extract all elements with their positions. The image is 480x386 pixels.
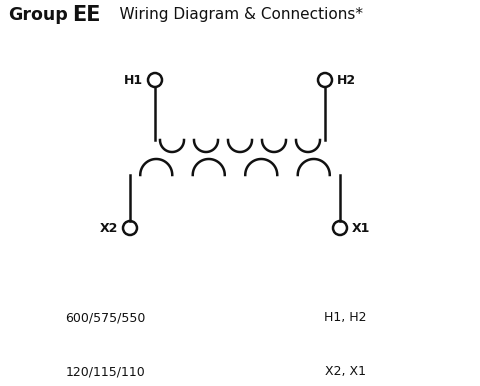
Text: H1: H1 [124,73,143,86]
Text: X2, X1: X2, X1 [325,366,366,379]
Text: H1, H2: H1, H2 [324,312,367,325]
Text: EE: EE [72,5,100,25]
Text: Connections: Connections [194,261,286,274]
Text: 600/575/550: 600/575/550 [65,312,146,325]
Text: Group: Group [8,6,68,24]
Text: 120/115/110: 120/115/110 [66,366,145,379]
Text: Primary Lines
Connect To: Primary Lines Connect To [300,278,391,306]
Text: Primary
Volts: Primary Volts [80,278,132,306]
Text: Sec.
Volts: Sec. Volts [89,330,122,358]
Text: X2: X2 [100,222,118,235]
Text: H2: H2 [337,73,356,86]
Text: Wiring Diagram & Connections*: Wiring Diagram & Connections* [100,7,363,22]
Text: Wiring Diagram: Wiring Diagram [181,34,299,47]
Text: Secondary Lines
Connect To: Secondary Lines Connect To [291,330,400,358]
Text: X1: X1 [352,222,371,235]
